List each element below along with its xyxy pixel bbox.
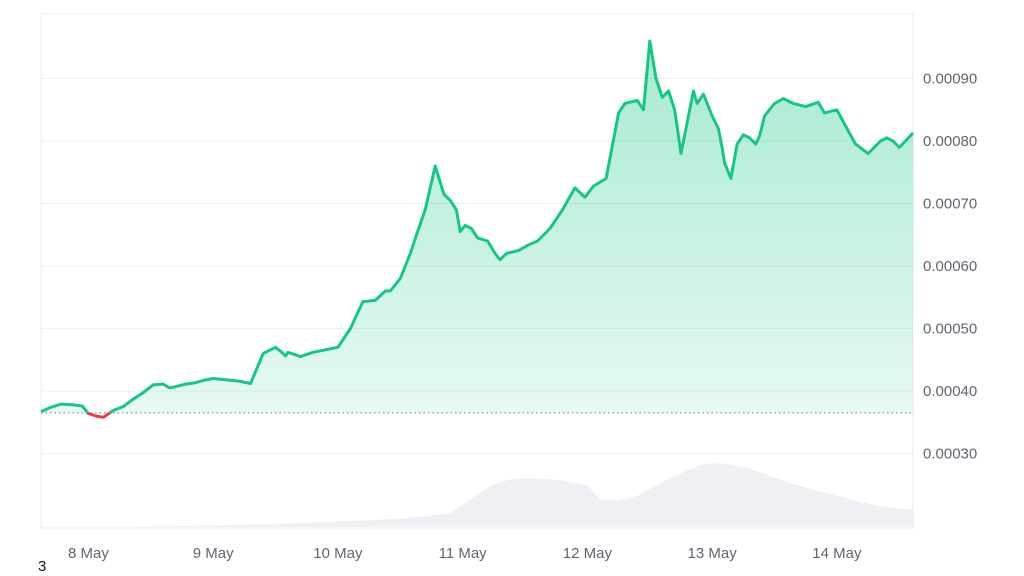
price-line-up <box>40 39 915 413</box>
x-tick-label: 10 May <box>313 545 363 562</box>
price-area-fill <box>41 41 913 413</box>
y-tick-label: 0.00080 <box>923 133 977 150</box>
volume-area <box>41 463 913 527</box>
y-tick-label: 0.00040 <box>923 383 977 400</box>
x-tick-label: 14 May <box>812 545 862 562</box>
y-tick-label: 0.00030 <box>923 446 977 463</box>
y-axis: 0.00030 0.00040 0.00050 0.00060 0.00070 0.000… <box>923 71 977 463</box>
x-tick-label: 12 May <box>563 545 613 562</box>
y-tick-label: 0.00060 <box>923 258 977 275</box>
x-axis: 8 May 9 May 10 May 11 May 12 May 13 May 14 May <box>68 545 862 562</box>
y-tick-label: 0.00090 <box>923 71 977 88</box>
x-tick-label: 9 May <box>193 545 234 562</box>
y-tick-label: 0.00050 <box>923 321 977 338</box>
x-tick-label: 13 May <box>688 545 738 562</box>
corner-label: 3 <box>38 558 47 575</box>
x-tick-label: 11 May <box>439 545 488 562</box>
x-tick-label: 8 May <box>68 545 109 562</box>
y-tick-label: 0.00070 <box>923 196 977 213</box>
